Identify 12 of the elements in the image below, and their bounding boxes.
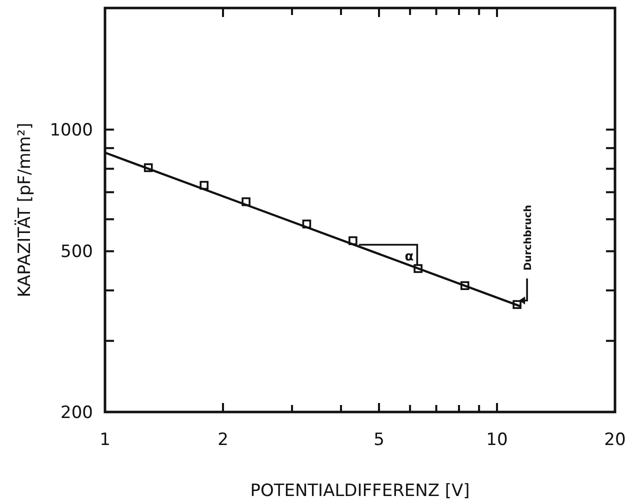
y-tick-label: 500 xyxy=(60,242,93,262)
y-tick-label: 200 xyxy=(60,403,93,423)
annotation: Durchbruch xyxy=(523,204,534,271)
y-axis-title: KAPAZITÄT [pF/mm²] xyxy=(14,122,35,298)
x-tick-label: 20 xyxy=(604,430,626,450)
x-tick-label: 5 xyxy=(374,430,384,450)
x-tick-label: 10 xyxy=(486,430,508,450)
x-tick-label: 1 xyxy=(100,430,110,450)
annotation: α xyxy=(404,250,414,265)
x-tick-label: 2 xyxy=(218,430,228,450)
y-tick-label: 1000 xyxy=(50,120,93,141)
x-axis-title: POTENTIALDIFFERENZ [V] xyxy=(250,481,470,501)
